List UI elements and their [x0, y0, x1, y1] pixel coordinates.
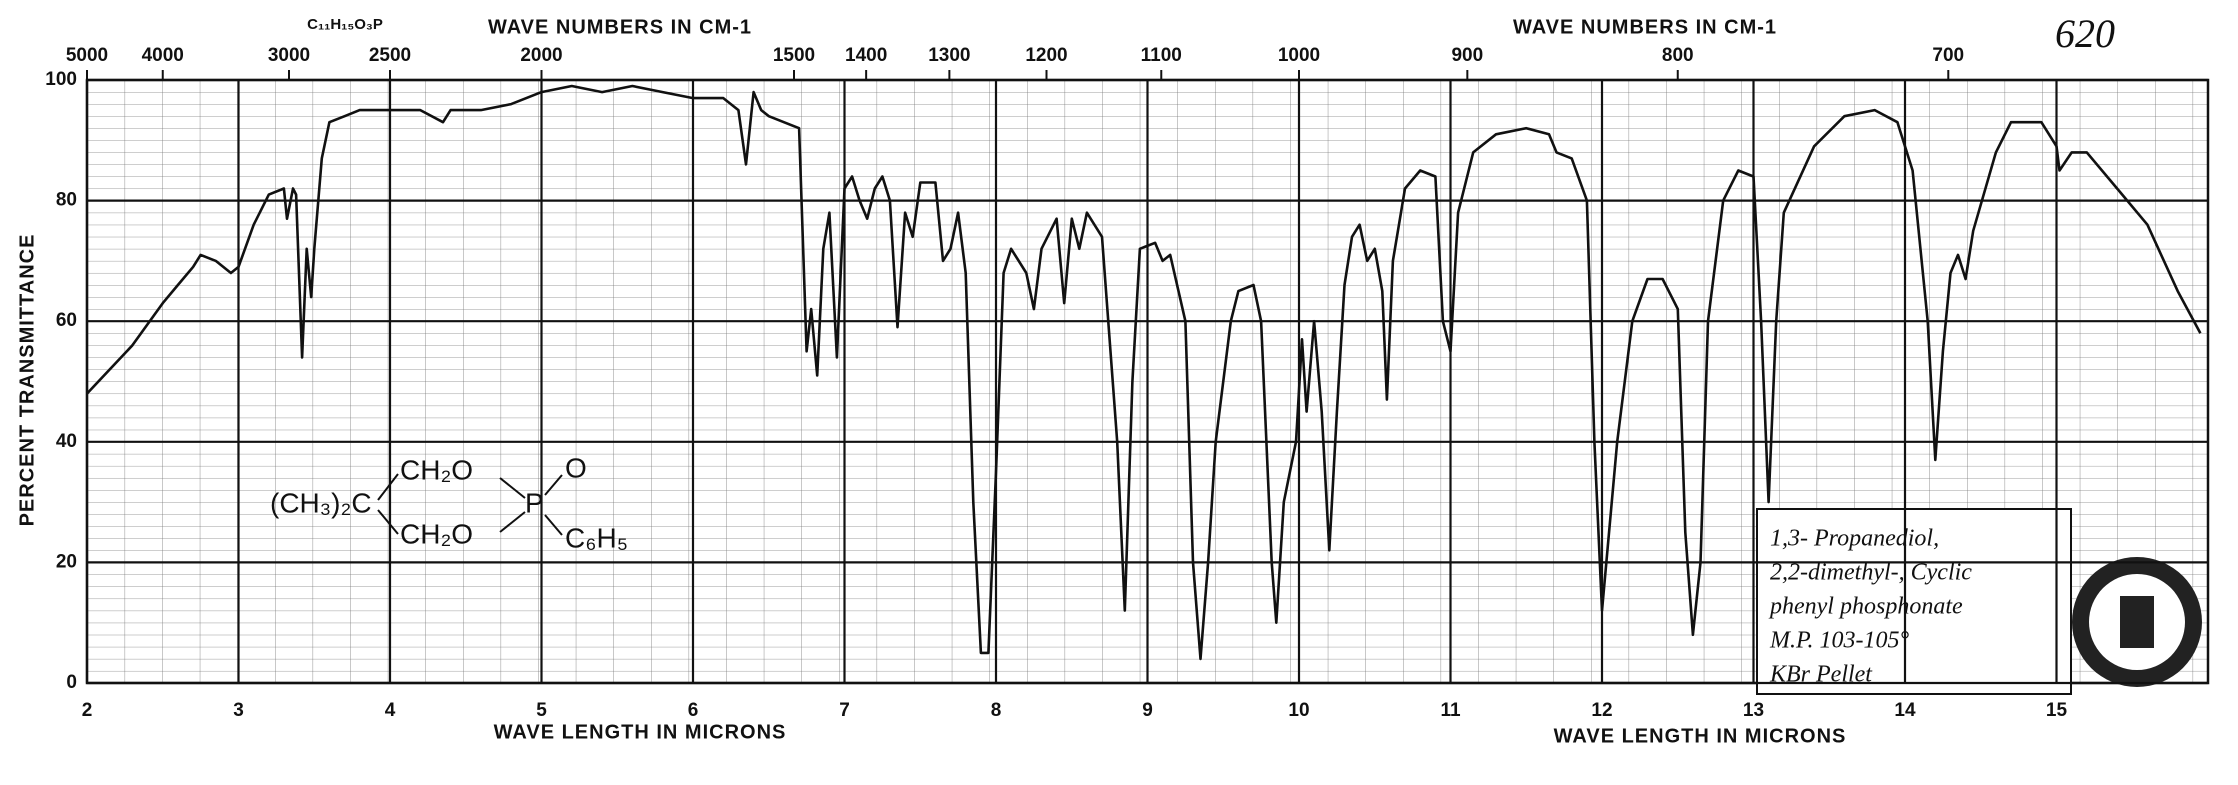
x2-tick-label: 5000: [66, 45, 108, 66]
x-tick-label: 10: [1288, 700, 1309, 721]
y-tick-label: 60: [56, 310, 77, 331]
x-tick-label: 13: [1743, 700, 1764, 721]
note-line: M.P. 103-105°: [1769, 628, 1910, 654]
y-tick-label: 0: [66, 672, 77, 693]
note-line: 2,2-dimethyl-, Cyclic: [1770, 560, 1972, 586]
y-tick-label: 100: [45, 69, 77, 90]
x2-tick-label: 2500: [369, 45, 411, 66]
x-tick-label: 6: [688, 700, 699, 721]
structure-bonds: [377, 473, 563, 536]
x-tick-label: 2: [82, 700, 93, 721]
seal: [2072, 557, 2202, 687]
x-tick-label: 11: [1440, 700, 1461, 721]
x2-tick-label: 800: [1662, 45, 1694, 66]
x-tick-label: 7: [839, 700, 850, 721]
formula: C₁₁H₁₅O₃P: [307, 16, 383, 33]
structure-label: CH₂O: [400, 518, 473, 549]
spectrum-number: 620: [2055, 11, 2115, 56]
x2-tick-label: 1200: [1025, 45, 1067, 66]
x2-tick-label: 1100: [1141, 45, 1182, 66]
top-axis-label: WAVE NUMBERS IN CM-1: [488, 16, 752, 38]
x-tick-label: 4: [385, 700, 396, 721]
top-axis-label: WAVE NUMBERS IN CM-1: [1513, 16, 1777, 38]
note-box: [1756, 508, 2072, 695]
seal-center: [2120, 596, 2154, 648]
x-axis-label: WAVE LENGTH IN MICRONS: [1554, 725, 1847, 747]
x2-tick-label: 900: [1451, 45, 1483, 66]
y-tick-label: 80: [56, 190, 77, 211]
note-line: KBr Pellet: [1769, 662, 1873, 688]
x2-tick-label: 3000: [268, 45, 310, 66]
structure: (CH₃)₂C CH₂O CH₂O P O C₆H₅: [270, 452, 628, 553]
structure-label: P: [525, 487, 544, 518]
structure-label: (CH₃)₂C: [270, 487, 372, 518]
x2-tick-label: 700: [1932, 45, 1964, 66]
x-tick-label: 8: [991, 700, 1002, 721]
note-line: 1,3- Propanediol,: [1770, 526, 1939, 552]
x2-tick-label: 2000: [520, 45, 562, 66]
note-line: phenyl phosphonate: [1768, 594, 1963, 620]
x-tick-label: 9: [1142, 700, 1153, 721]
y-tick-label: 40: [56, 431, 77, 452]
x2-tick-label: 1500: [773, 45, 815, 66]
x-axis-label: WAVE LENGTH IN MICRONS: [494, 721, 787, 743]
x-tick-label: 12: [1591, 700, 1612, 721]
x-tick-label: 5: [536, 700, 547, 721]
x-tick-label: 3: [233, 700, 244, 721]
x2-tick-label: 4000: [142, 45, 184, 66]
y-axis-label: PERCENT TRANSMITTANCE: [16, 234, 38, 527]
structure-label: C₆H₅: [565, 522, 628, 553]
x2-tick-label: 1000: [1278, 45, 1320, 66]
x2-tick-label: 1400: [845, 45, 887, 66]
x2-tick-label: 1300: [928, 45, 970, 66]
x-tick-label: 14: [1894, 700, 1916, 721]
structure-label: CH₂O: [400, 454, 473, 485]
y-tick-label: 20: [56, 551, 77, 572]
structure-label: O: [565, 452, 587, 483]
x-tick-label: 15: [2046, 700, 2068, 721]
